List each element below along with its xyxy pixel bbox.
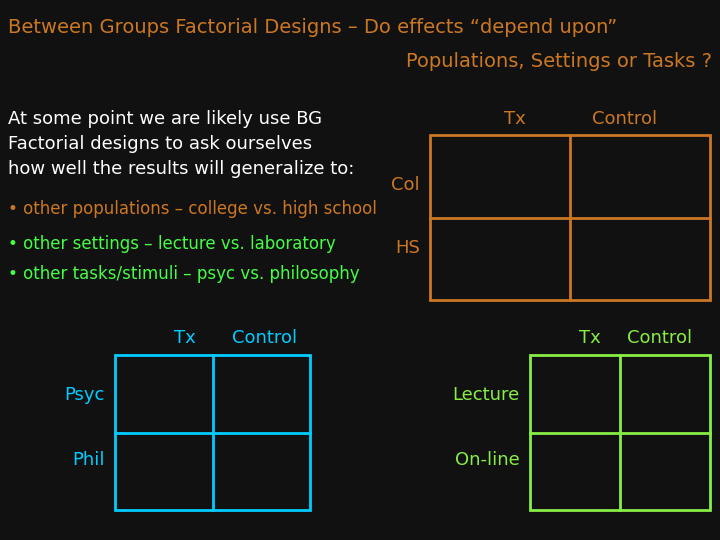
Text: Factorial designs to ask ourselves: Factorial designs to ask ourselves (8, 135, 312, 153)
Text: Control: Control (627, 329, 693, 347)
Text: Col: Col (392, 176, 420, 194)
Text: Control: Control (593, 110, 657, 128)
Text: Between Groups Factorial Designs – Do effects “depend upon”: Between Groups Factorial Designs – Do ef… (8, 18, 617, 37)
Text: • other settings – lecture vs. laboratory: • other settings – lecture vs. laborator… (8, 235, 336, 253)
Bar (115, 355, 310, 510)
Text: Psyc: Psyc (65, 386, 105, 404)
Text: how well the results will generalize to:: how well the results will generalize to: (8, 160, 354, 178)
Text: Tx: Tx (504, 110, 526, 128)
Bar (530, 355, 710, 510)
Text: On-line: On-line (455, 451, 520, 469)
Bar (430, 135, 710, 300)
Text: Populations, Settings or Tasks ?: Populations, Settings or Tasks ? (406, 52, 712, 71)
Text: Tx: Tx (174, 329, 196, 347)
Text: Tx: Tx (579, 329, 601, 347)
Text: HS: HS (395, 239, 420, 257)
Text: • other populations – college vs. high school: • other populations – college vs. high s… (8, 200, 377, 218)
Text: Phil: Phil (73, 451, 105, 469)
Text: At some point we are likely use BG: At some point we are likely use BG (8, 110, 322, 128)
Text: • other tasks/stimuli – psyc vs. philosophy: • other tasks/stimuli – psyc vs. philoso… (8, 265, 359, 283)
Text: Control: Control (233, 329, 297, 347)
Text: Lecture: Lecture (453, 386, 520, 404)
